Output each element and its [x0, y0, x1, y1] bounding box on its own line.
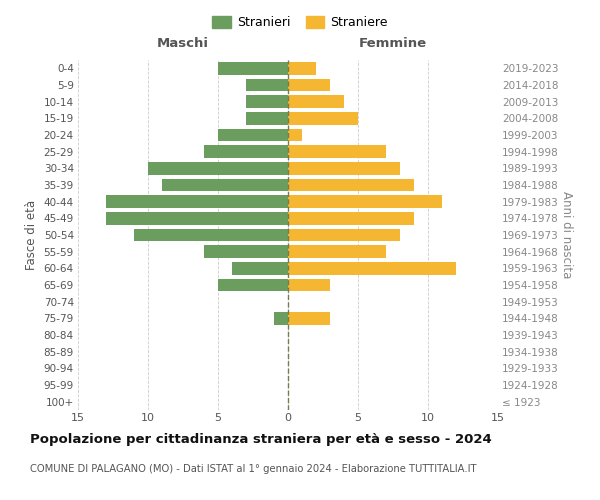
Bar: [288, 79, 330, 92]
Legend: Stranieri, Straniere: Stranieri, Straniere: [207, 11, 393, 34]
Bar: [218, 62, 288, 74]
Bar: [288, 96, 344, 108]
Bar: [204, 146, 288, 158]
Bar: [232, 262, 288, 274]
Text: COMUNE DI PALAGANO (MO) - Dati ISTAT al 1° gennaio 2024 - Elaborazione TUTTITALI: COMUNE DI PALAGANO (MO) - Dati ISTAT al …: [30, 464, 476, 474]
Bar: [162, 179, 288, 192]
Bar: [288, 162, 400, 174]
Text: Femmine: Femmine: [359, 37, 427, 50]
Bar: [288, 229, 400, 241]
Bar: [288, 212, 414, 224]
Text: Maschi: Maschi: [157, 37, 209, 50]
Bar: [288, 112, 358, 124]
Text: Popolazione per cittadinanza straniera per età e sesso - 2024: Popolazione per cittadinanza straniera p…: [30, 432, 492, 446]
Bar: [246, 96, 288, 108]
Bar: [218, 279, 288, 291]
Bar: [288, 312, 330, 324]
Bar: [288, 62, 316, 74]
Bar: [288, 246, 386, 258]
Bar: [218, 129, 288, 141]
Y-axis label: Anni di nascita: Anni di nascita: [560, 192, 573, 278]
Bar: [288, 262, 456, 274]
Bar: [288, 279, 330, 291]
Bar: [288, 129, 302, 141]
Bar: [288, 146, 386, 158]
Bar: [246, 79, 288, 92]
Bar: [246, 112, 288, 124]
Y-axis label: Fasce di età: Fasce di età: [25, 200, 38, 270]
Bar: [106, 196, 288, 208]
Bar: [274, 312, 288, 324]
Bar: [288, 196, 442, 208]
Bar: [148, 162, 288, 174]
Bar: [204, 246, 288, 258]
Bar: [134, 229, 288, 241]
Bar: [106, 212, 288, 224]
Bar: [288, 179, 414, 192]
